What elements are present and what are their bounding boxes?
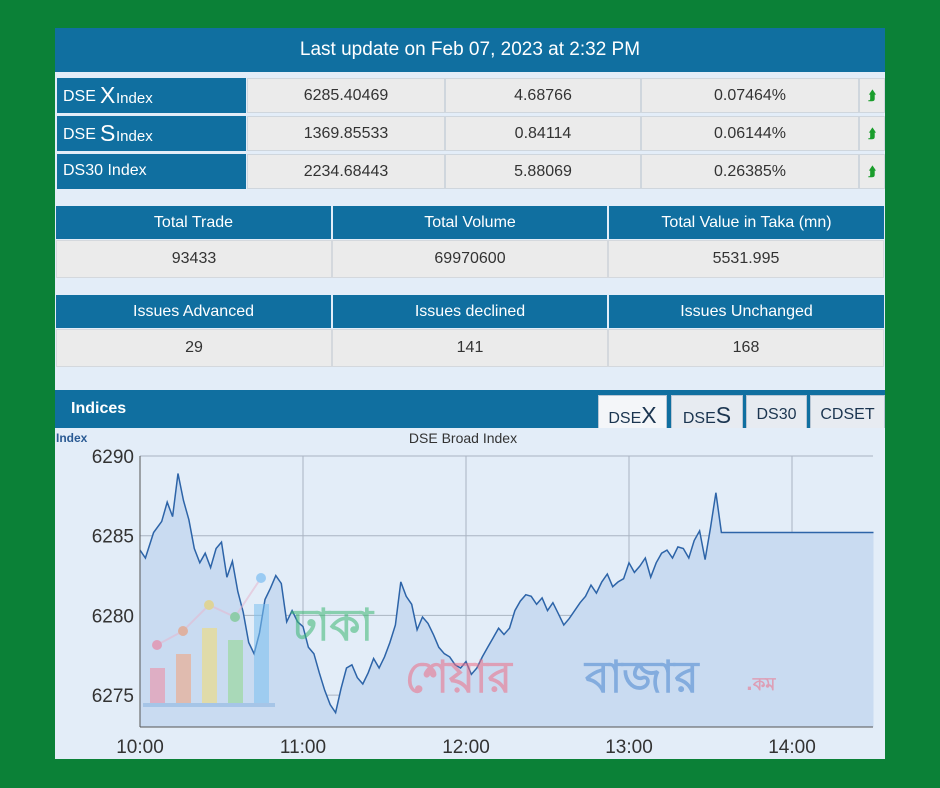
index-name-dsex: DSE X Index bbox=[57, 78, 246, 113]
index-value: 6285.40469 bbox=[247, 78, 445, 113]
indices-bar: Indices DSEX DSES DS30 CDSET bbox=[55, 390, 885, 433]
y-tick-label: 6285 bbox=[92, 527, 134, 548]
y-tick-label: 6280 bbox=[92, 606, 134, 627]
total-trade-value: 93433 bbox=[56, 240, 332, 278]
tab-prefix: DSE bbox=[608, 410, 642, 427]
y-axis-label: Index bbox=[56, 431, 88, 445]
y-tick-label: 6275 bbox=[92, 686, 134, 707]
tab-ds30[interactable]: DS30 bbox=[746, 395, 807, 433]
index-value: 2234.68443 bbox=[247, 154, 445, 189]
dse-broad-index-chart: Index DSE Broad Index 6275 6280 6285 6290 1… bbox=[55, 428, 885, 759]
index-name-ds30: DS30 Index bbox=[57, 154, 246, 189]
issues-declined-header: Issues declined bbox=[333, 295, 607, 328]
index-percent: 0.07464% bbox=[641, 78, 859, 113]
tab-big-letter: S bbox=[715, 402, 732, 428]
index-change: 0.84114 bbox=[445, 116, 641, 151]
index-percent: 0.26385% bbox=[641, 154, 859, 189]
y-tick-label: 6290 bbox=[92, 447, 134, 468]
total-value-header: Total Value in Taka (mn) bbox=[609, 206, 884, 239]
total-volume-value: 69970600 bbox=[332, 240, 608, 278]
up-arrow-icon: ⮭ bbox=[859, 116, 885, 151]
total-trade-header: Total Trade bbox=[56, 206, 331, 239]
tab-big-letter: X bbox=[641, 402, 657, 428]
index-suffix: Index bbox=[116, 128, 153, 145]
x-tick-label: 12:00 bbox=[442, 737, 490, 758]
index-value: 1369.85533 bbox=[247, 116, 445, 151]
index-row-ds30: DS30 Index 2234.68443 5.88069 0.26385% ⮭ bbox=[55, 154, 885, 189]
tab-prefix: DS30 bbox=[756, 406, 797, 423]
total-volume-header: Total Volume bbox=[333, 206, 607, 239]
indices-title: Indices bbox=[71, 400, 127, 417]
tab-cdset[interactable]: CDSET bbox=[810, 395, 885, 433]
tab-prefix: CDSET bbox=[820, 406, 875, 423]
tab-dsex[interactable]: DSEX bbox=[598, 395, 667, 432]
index-prefix: DSE bbox=[63, 126, 96, 143]
tab-prefix: DSE bbox=[682, 410, 716, 427]
issues-declined-value: 141 bbox=[332, 329, 608, 367]
issues-advanced-header: Issues Advanced bbox=[56, 295, 331, 328]
index-name-dses: DSE S Index bbox=[57, 116, 246, 151]
x-tick-label: 14:00 bbox=[768, 737, 816, 758]
index-suffix: Index bbox=[116, 90, 153, 107]
index-percent: 0.06144% bbox=[641, 116, 859, 151]
total-value-value: 5531.995 bbox=[608, 240, 884, 278]
issues-unchanged-value: 168 bbox=[608, 329, 884, 367]
x-tick-label: 10:00 bbox=[116, 737, 164, 758]
index-change: 4.68766 bbox=[445, 78, 641, 113]
issues-unchanged-header: Issues Unchanged bbox=[609, 295, 884, 328]
tab-dses[interactable]: DSES bbox=[671, 395, 743, 433]
issues-advanced-value: 29 bbox=[56, 329, 332, 367]
y-ticks: 6275 6280 6285 6290 bbox=[92, 447, 134, 707]
index-row-dsex: DSE X Index 6285.40469 4.68766 0.07464% … bbox=[55, 78, 885, 113]
index-row-dses: DSE S Index 1369.85533 0.84114 0.06144% … bbox=[55, 116, 885, 151]
index-big-letter: X bbox=[100, 82, 116, 108]
market-summary-panel: Last update on Feb 07, 2023 at 2:32 PM D… bbox=[55, 28, 885, 759]
index-prefix: DS30 Index bbox=[63, 162, 147, 179]
index-area bbox=[140, 473, 874, 727]
chart-title: DSE Broad Index bbox=[409, 430, 517, 446]
last-update-header: Last update on Feb 07, 2023 at 2:32 PM bbox=[55, 28, 885, 72]
up-arrow-icon: ⮭ bbox=[859, 78, 885, 113]
index-change: 5.88069 bbox=[445, 154, 641, 189]
up-arrow-icon: ⮭ bbox=[859, 154, 885, 189]
x-tick-label: 13:00 bbox=[605, 737, 653, 758]
x-ticks: 10:00 11:00 12:00 13:00 14:00 bbox=[116, 737, 816, 758]
x-tick-label: 11:00 bbox=[280, 737, 326, 758]
index-prefix: DSE bbox=[63, 88, 96, 105]
index-big-letter: S bbox=[100, 120, 116, 146]
index-line bbox=[139, 473, 874, 715]
